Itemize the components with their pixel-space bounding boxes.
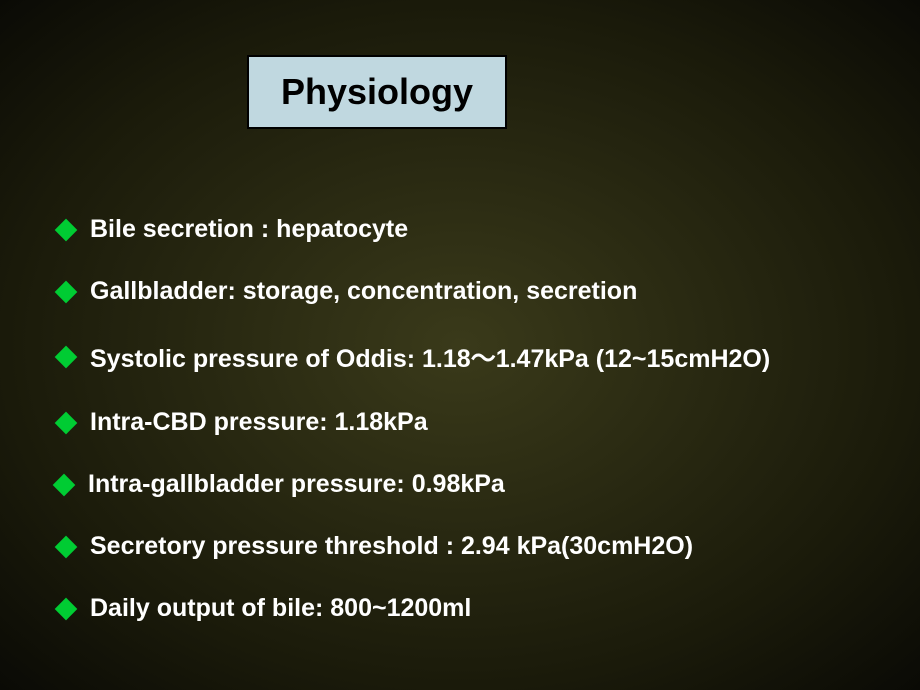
bullet-text: Gallbladder: storage, concentration, sec… <box>90 277 637 306</box>
list-item: Gallbladder: storage, concentration, sec… <box>58 277 770 306</box>
bullet-text: Daily output of bile: 800~1200ml <box>90 594 471 623</box>
diamond-bullet-icon <box>55 280 78 303</box>
diamond-bullet-icon <box>53 473 76 496</box>
bullet-list: Bile secretion : hepatocyte Gallbladder:… <box>58 215 770 623</box>
diamond-bullet-icon <box>55 535 78 558</box>
title-text: Physiology <box>281 71 473 112</box>
diamond-bullet-icon <box>55 218 78 241</box>
bullet-text: Systolic pressure of Oddis: 1.18～1.47kPa… <box>90 339 770 375</box>
bullet-text: Bile secretion : hepatocyte <box>90 215 408 244</box>
list-item: Secretory pressure threshold : 2.94 kPa(… <box>58 532 770 561</box>
title-box: Physiology <box>247 55 507 129</box>
bullet-text: Intra-gallbladder pressure: 0.98kPa <box>88 470 505 499</box>
bullet-text: Secretory pressure threshold : 2.94 kPa(… <box>90 532 693 561</box>
list-item: Daily output of bile: 800~1200ml <box>58 594 770 623</box>
list-item: Systolic pressure of Oddis: 1.18～1.47kPa… <box>58 339 770 375</box>
list-item: Intra-gallbladder pressure: 0.98kPa <box>56 470 770 499</box>
list-item: Intra-CBD pressure: 1.18kPa <box>58 408 770 437</box>
diamond-bullet-icon <box>55 346 78 369</box>
list-item: Bile secretion : hepatocyte <box>58 215 770 244</box>
diamond-bullet-icon <box>55 411 78 434</box>
bullet-text: Intra-CBD pressure: 1.18kPa <box>90 408 428 437</box>
diamond-bullet-icon <box>55 597 78 620</box>
